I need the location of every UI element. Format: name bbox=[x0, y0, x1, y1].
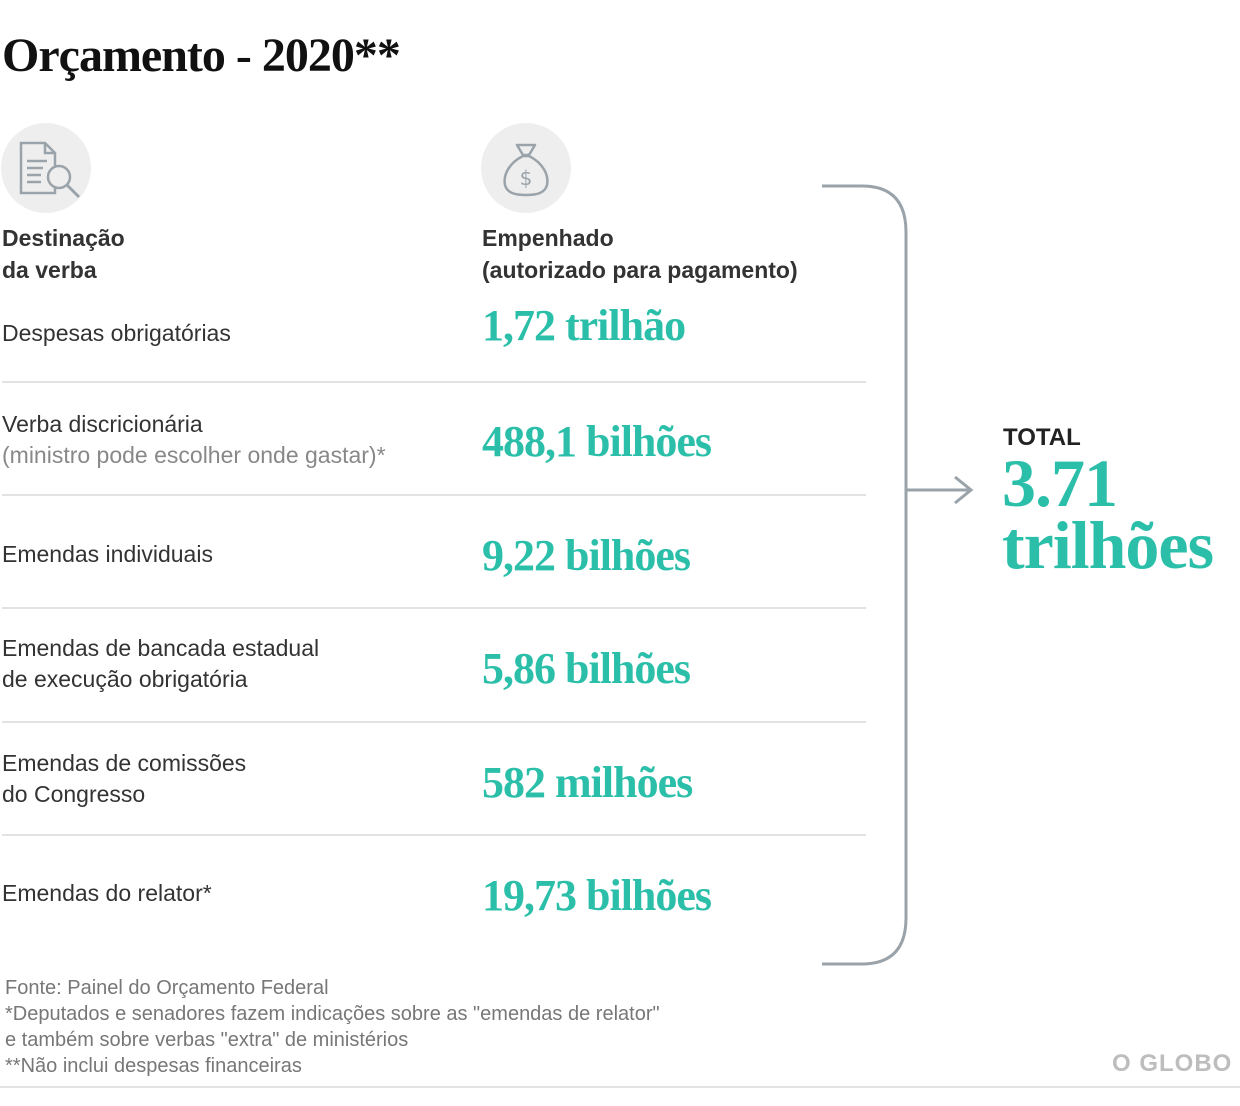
row-value-rapporteur-amendments: 19,73 bilhões bbox=[482, 871, 712, 920]
footnote-source: Fonte: Painel do Orçamento Federal bbox=[5, 977, 329, 999]
row-label-line: do Congresso bbox=[2, 781, 146, 807]
row-label-committee-amendments: Emendas de comissões do Congresso bbox=[2, 748, 246, 810]
row-label-line: Despesas obrigatórias bbox=[2, 320, 231, 346]
row-label-line: Verba discricionária bbox=[2, 411, 203, 437]
row-value-discretionary: 488,1 bilhões bbox=[482, 417, 712, 466]
svg-text:$: $ bbox=[520, 166, 533, 190]
document-search-icon bbox=[1, 123, 91, 213]
money-bag-icon: $ bbox=[481, 123, 571, 213]
row-label-line: de execução obrigatória bbox=[2, 666, 248, 692]
row-label-line: Emendas do relator* bbox=[2, 880, 212, 906]
column-heading-committed-line-2: (autorizado para pagamento) bbox=[482, 257, 798, 283]
row-value-individual-amendments: 9,22 bilhões bbox=[482, 531, 691, 580]
footnote-financial: **Não inclui despesas financeiras bbox=[5, 1055, 302, 1077]
column-heading-destination: Destinação da verba bbox=[2, 222, 125, 286]
footnotes: Fonte: Painel do Orçamento Federal *Depu… bbox=[5, 975, 660, 1079]
total-value-unit: trilhões bbox=[1002, 507, 1214, 583]
column-heading-committed-line-1: Empenhado bbox=[482, 225, 614, 251]
row-sublabel: (ministro pode escolher onde gastar)* bbox=[2, 442, 386, 468]
row-divider bbox=[2, 721, 866, 723]
row-value-committee-amendments: 582 milhões bbox=[482, 758, 693, 807]
row-label-discretionary: Verba discricionária (ministro pode esco… bbox=[2, 409, 386, 471]
column-heading-committed: Empenhado (autorizado para pagamento) bbox=[482, 222, 798, 286]
row-label-line: Emendas de bancada estadual bbox=[2, 635, 320, 661]
row-label-individual-amendments: Emendas individuais bbox=[2, 539, 213, 570]
row-value-mandatory-expenses: 1,72 trilhão bbox=[482, 301, 686, 350]
column-heading-destination-line-1: Destinação bbox=[2, 225, 125, 251]
row-divider bbox=[2, 834, 866, 836]
total-label: TOTAL bbox=[1003, 424, 1081, 451]
row-value-state-bench-amendments: 5,86 bilhões bbox=[482, 644, 691, 693]
row-divider bbox=[2, 607, 866, 609]
row-divider bbox=[2, 381, 866, 383]
row-label-rapporteur-amendments: Emendas do relator* bbox=[2, 878, 212, 909]
row-label-mandatory-expenses: Despesas obrigatórias bbox=[2, 318, 231, 349]
row-label-state-bench-amendments: Emendas de bancada estadual de execução … bbox=[2, 633, 319, 695]
footnote-rapporteur-cont: e também sobre verbas "extra" de ministé… bbox=[5, 1029, 409, 1051]
bottom-divider bbox=[0, 1086, 1240, 1088]
total-value: 3.71 trilhões bbox=[1002, 445, 1214, 583]
o-globo-logo: O GLOBO bbox=[1112, 1050, 1233, 1077]
row-label-line: Emendas de comissões bbox=[2, 750, 247, 776]
row-divider bbox=[2, 494, 866, 496]
footnote-rapporteur: *Deputados e senadores fazem indicações … bbox=[5, 1003, 660, 1025]
total-value-number: 3.71 bbox=[1002, 445, 1118, 521]
row-label-line: Emendas individuais bbox=[2, 541, 213, 567]
column-heading-destination-line-2: da verba bbox=[2, 257, 97, 283]
page-title: Orçamento - 2020** bbox=[2, 29, 401, 82]
